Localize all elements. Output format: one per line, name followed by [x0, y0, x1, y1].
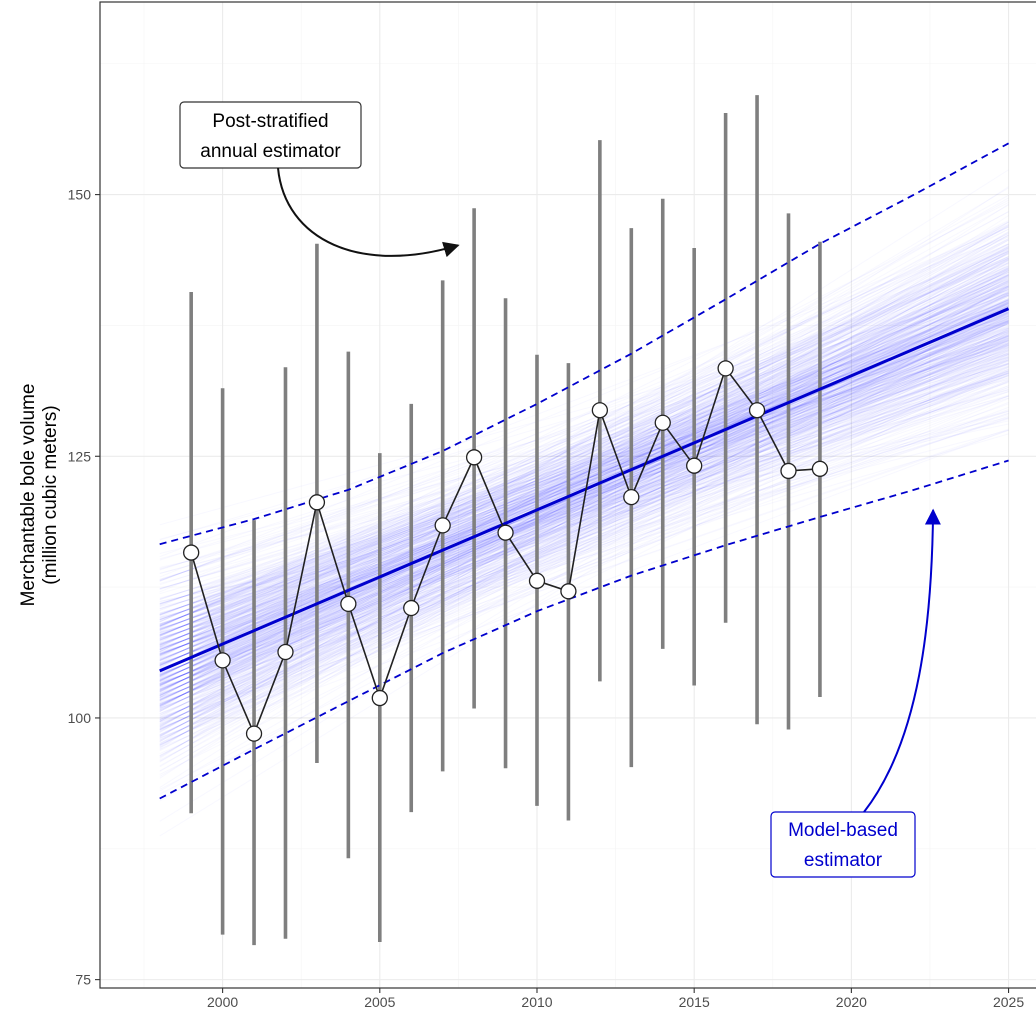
x-tick-label: 2020 [836, 994, 867, 1010]
annual-estimate-point [654, 414, 671, 431]
prediction-band [159, 142, 1010, 800]
x-tick-label: 2000 [207, 994, 238, 1010]
annual-estimate-point [277, 643, 294, 661]
callout-label-poststratified-line2: annual estimator [200, 141, 341, 162]
model-trend-line [159, 307, 1010, 673]
y-tick-label: 125 [68, 448, 92, 464]
trend-line [159, 307, 1010, 673]
annual-estimate-point [748, 402, 766, 419]
callout-label-model-based-line2: estimator [804, 850, 883, 871]
annual-estimate-point [434, 517, 451, 534]
y-tick-label: 75 [75, 972, 91, 988]
annual-estimate-points [183, 360, 829, 742]
annual-estimate-point [245, 725, 263, 742]
prediction-band-upper [159, 142, 1010, 546]
annual-estimate-point [497, 524, 514, 541]
y-axis-title: Merchantable bole volume (million cubic … [18, 384, 61, 607]
x-tick-label: 2005 [364, 994, 395, 1010]
annual-estimate-point [780, 462, 797, 480]
callout-arrow-model-based [863, 508, 941, 813]
callout-label-poststratified-line1: Post-stratified [212, 111, 328, 132]
prediction-band-lower [159, 459, 1009, 800]
panel-border [99, 1, 1036, 989]
annual-estimate-point [403, 599, 420, 617]
annual-estimate-point [811, 460, 829, 477]
y-axis-ticks: 75 100 125 150 [68, 187, 100, 988]
y-tick-label: 150 [68, 187, 92, 203]
annual-estimate-point [371, 689, 388, 707]
callout-label-model-based-line1: Model-based [788, 820, 898, 841]
y-axis-title-line1: Merchantable bole volume [18, 384, 39, 607]
callout-box-model-based [770, 811, 916, 878]
annual-estimate-point [340, 595, 357, 613]
annual-estimate-point [623, 488, 640, 506]
x-tick-label: 2015 [679, 994, 710, 1010]
annual-estimate-point [308, 494, 326, 511]
callout-box-poststratified [179, 101, 362, 169]
y-tick-label: 100 [68, 710, 92, 726]
annual-estimate-point [214, 652, 231, 669]
annual-estimate-point [465, 449, 483, 466]
annual-estimate-point [528, 572, 546, 589]
annual-estimate-point [686, 457, 703, 474]
annotations: Post-stratified annual estimator Model-bas… [179, 101, 941, 878]
annual-estimate-point [591, 402, 609, 419]
x-tick-label: 2010 [521, 994, 552, 1010]
y-axis-title-line2: (million cubic meters) [40, 405, 61, 584]
x-axis-ticks: 2000 2005 2010 2015 2020 2025 [207, 988, 1024, 1010]
confidence-intervals [189, 95, 822, 946]
callout-arrow-poststratified [277, 167, 460, 258]
annual-estimate-point [717, 360, 734, 377]
annual-estimate-point [560, 583, 577, 600]
annual-estimate-point [183, 544, 200, 561]
x-tick-label: 2025 [993, 994, 1024, 1010]
